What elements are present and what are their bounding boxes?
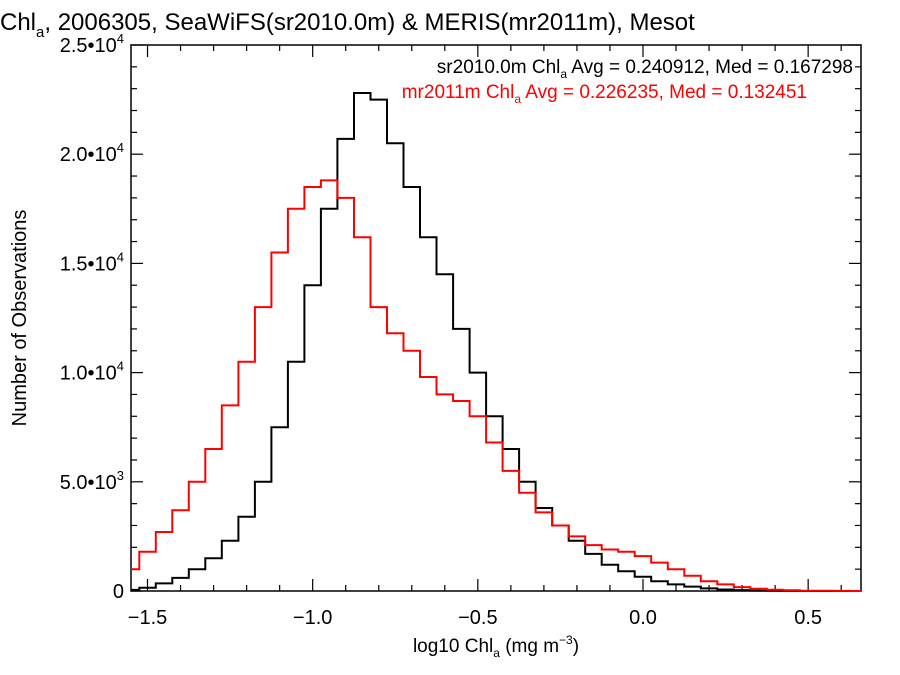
y-tick-label: 0	[113, 581, 124, 603]
chart-title-main: Chl	[0, 9, 36, 36]
y-axis-title: Number of Observations	[9, 210, 31, 427]
series-layer	[131, 92, 861, 592]
y-tick-label: 2.5•104	[60, 31, 124, 57]
y-tick-label: 2.0•104	[60, 140, 124, 166]
chart-title: Chla, 2006305, SeaWiFS(sr2010.0m) & MERI…	[0, 9, 695, 41]
x-axis: −1.5 −1.0 −0.5 0.0 0.5	[128, 45, 842, 629]
x-tick-label: −1.5	[128, 607, 167, 629]
x-axis-title: log10 Chla (mg m−3)	[413, 633, 579, 660]
y-tick-label: 1.5•104	[60, 249, 124, 275]
legend-entry-sr2010: sr2010.0m Chla Avg = 0.240912, Med = 0.1…	[437, 57, 853, 81]
plot-frame	[130, 44, 862, 592]
y-tick-label: 1.0•104	[60, 359, 124, 385]
legend-entry-mr2011: mr2011m Chla Avg = 0.226235, Med = 0.132…	[402, 82, 807, 106]
series-line-sr2010.0m	[131, 92, 861, 592]
y-axis: 0 5.0•103 1.0•104 1.5•104 2.0•104 2.5•104	[60, 31, 861, 603]
y-tick-label: 5.0•103	[60, 468, 124, 494]
chart-title-subscript: a	[36, 24, 45, 41]
x-tick-label: 0.0	[629, 607, 657, 629]
x-tick-label: 0.5	[794, 607, 822, 629]
series-line-mr2011m	[131, 179, 861, 592]
x-tick-label: −1.0	[293, 607, 332, 629]
chart-title-rest: , 2006305, SeaWiFS(sr2010.0m) & MERIS(mr…	[44, 9, 695, 36]
x-tick-label: −0.5	[458, 607, 497, 629]
